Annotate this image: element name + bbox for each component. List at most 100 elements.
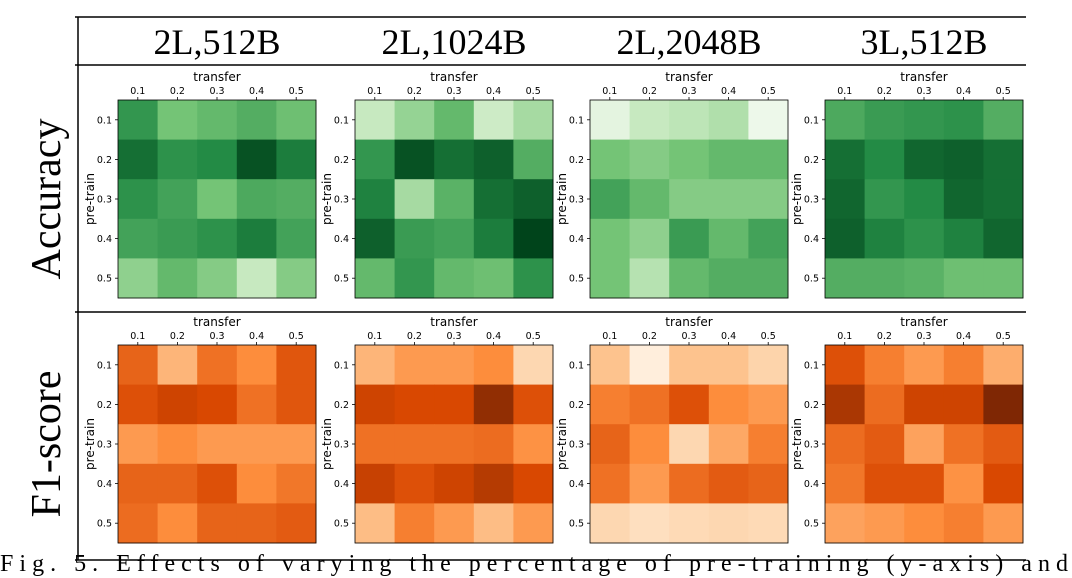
heatmap-cell bbox=[590, 463, 631, 504]
heatmap-cell bbox=[355, 100, 396, 141]
heatmap-cell bbox=[236, 100, 277, 141]
y-tick-label: 0.4 bbox=[97, 234, 112, 245]
heatmap-cell bbox=[590, 424, 631, 465]
heatmap-cell bbox=[629, 424, 670, 465]
y-axis-label: pre-train bbox=[83, 418, 97, 470]
heatmap-cell bbox=[434, 463, 475, 504]
y-tick-label: 0.4 bbox=[334, 234, 349, 245]
y-axis-label: pre-train bbox=[555, 173, 569, 225]
heatmap-cell bbox=[904, 503, 945, 544]
heatmap-cell bbox=[394, 179, 435, 220]
heatmap-cell bbox=[197, 384, 238, 425]
heatmap-cell bbox=[904, 179, 945, 220]
y-tick-label: 0.1 bbox=[334, 360, 349, 371]
heatmap-cell bbox=[864, 345, 905, 386]
plot-frame bbox=[117, 99, 317, 299]
heatmap-cell bbox=[629, 179, 670, 220]
y-tick-label: 0.2 bbox=[97, 400, 112, 411]
heatmap-cell bbox=[118, 258, 159, 299]
y-tick-label: 0.4 bbox=[569, 234, 584, 245]
heatmap-cell bbox=[590, 139, 631, 180]
heatmap-cell bbox=[708, 218, 749, 259]
heatmap-cell bbox=[983, 218, 1024, 259]
heatmap-cell bbox=[708, 100, 749, 141]
y-tick-label: 0.2 bbox=[804, 400, 819, 411]
heatmap-cell bbox=[669, 139, 710, 180]
y-tick-label: 0.2 bbox=[97, 155, 112, 166]
heatmap-cell bbox=[629, 463, 670, 504]
x-tick-label: 0.4 bbox=[486, 331, 501, 342]
x-tick-label: 0.2 bbox=[170, 331, 185, 342]
x-tick-label: 0.5 bbox=[526, 86, 541, 97]
x-axis-label: transfer bbox=[193, 315, 240, 329]
heatmap-cell bbox=[864, 179, 905, 220]
heatmap-cell bbox=[434, 384, 475, 425]
heatmap-cell bbox=[748, 179, 789, 220]
y-tick-label: 0.2 bbox=[569, 155, 584, 166]
x-tick-label: 0.1 bbox=[367, 331, 382, 342]
heatmap-cell bbox=[394, 218, 435, 259]
heatmap-cell bbox=[904, 258, 945, 299]
heatmap-cell bbox=[236, 218, 277, 259]
y-tick-label: 0.5 bbox=[804, 519, 819, 530]
heatmap-cell bbox=[276, 345, 317, 386]
heatmap-cell bbox=[434, 424, 475, 465]
heatmap-cell bbox=[748, 345, 789, 386]
heatmap-cell bbox=[748, 463, 789, 504]
x-tick-label: 0.1 bbox=[837, 331, 852, 342]
x-tick-label: 0.1 bbox=[837, 86, 852, 97]
plot-frame bbox=[589, 99, 789, 299]
y-tick-label: 0.3 bbox=[804, 195, 819, 206]
heatmap-cell bbox=[669, 100, 710, 141]
x-tick-label: 0.1 bbox=[602, 331, 617, 342]
heatmap-cell bbox=[943, 503, 984, 544]
heatmap-cell bbox=[629, 218, 670, 259]
x-axis-label: transfer bbox=[193, 70, 240, 84]
heatmap-cell bbox=[276, 100, 317, 141]
heatmap-cell bbox=[590, 100, 631, 141]
x-tick-label: 0.5 bbox=[526, 331, 541, 342]
heatmap-cell bbox=[157, 384, 198, 425]
y-tick-label: 0.5 bbox=[569, 519, 584, 530]
y-tick-label: 0.5 bbox=[334, 519, 349, 530]
x-tick-label: 0.4 bbox=[249, 86, 264, 97]
x-axis-label: transfer bbox=[665, 315, 712, 329]
heatmap-cell bbox=[197, 424, 238, 465]
heatmap-cell bbox=[825, 384, 866, 425]
heatmap-cell bbox=[748, 503, 789, 544]
heatmap-cell bbox=[513, 424, 554, 465]
x-tick-label: 0.5 bbox=[761, 86, 776, 97]
heatmap-cell bbox=[825, 100, 866, 141]
heatmap-cell bbox=[473, 463, 514, 504]
heatmap-cell bbox=[983, 139, 1024, 180]
heatmap-cell bbox=[197, 503, 238, 544]
x-tick-label: 0.4 bbox=[249, 331, 264, 342]
x-axis-label: transfer bbox=[900, 70, 947, 84]
y-axis-label: pre-train bbox=[790, 173, 804, 225]
heatmap-cell bbox=[904, 384, 945, 425]
x-tick-label: 0.3 bbox=[681, 86, 696, 97]
heatmap-cell bbox=[904, 139, 945, 180]
heatmap-cell bbox=[276, 218, 317, 259]
x-tick-label: 0.3 bbox=[209, 86, 224, 97]
heatmap-cell bbox=[669, 463, 710, 504]
x-tick-label: 0.1 bbox=[130, 331, 145, 342]
heatmap-cell bbox=[513, 139, 554, 180]
heatmap-cell bbox=[708, 503, 749, 544]
heatmap-cell bbox=[943, 345, 984, 386]
heatmap-cell bbox=[473, 179, 514, 220]
heatmap-cell bbox=[473, 503, 514, 544]
column-header: 3L,512B bbox=[860, 22, 987, 62]
heatmap-cell bbox=[197, 463, 238, 504]
heatmap-cell bbox=[748, 218, 789, 259]
heatmap-cell bbox=[669, 503, 710, 544]
x-axis-label: transfer bbox=[430, 315, 477, 329]
heatmap-cell bbox=[118, 139, 159, 180]
y-tick-label: 0.3 bbox=[569, 195, 584, 206]
heatmap-cell bbox=[355, 258, 396, 299]
heatmap-cell bbox=[983, 463, 1024, 504]
heatmap-cell bbox=[355, 463, 396, 504]
heatmap-cell bbox=[434, 218, 475, 259]
heatmap-cell bbox=[118, 345, 159, 386]
heatmap-cell bbox=[983, 258, 1024, 299]
